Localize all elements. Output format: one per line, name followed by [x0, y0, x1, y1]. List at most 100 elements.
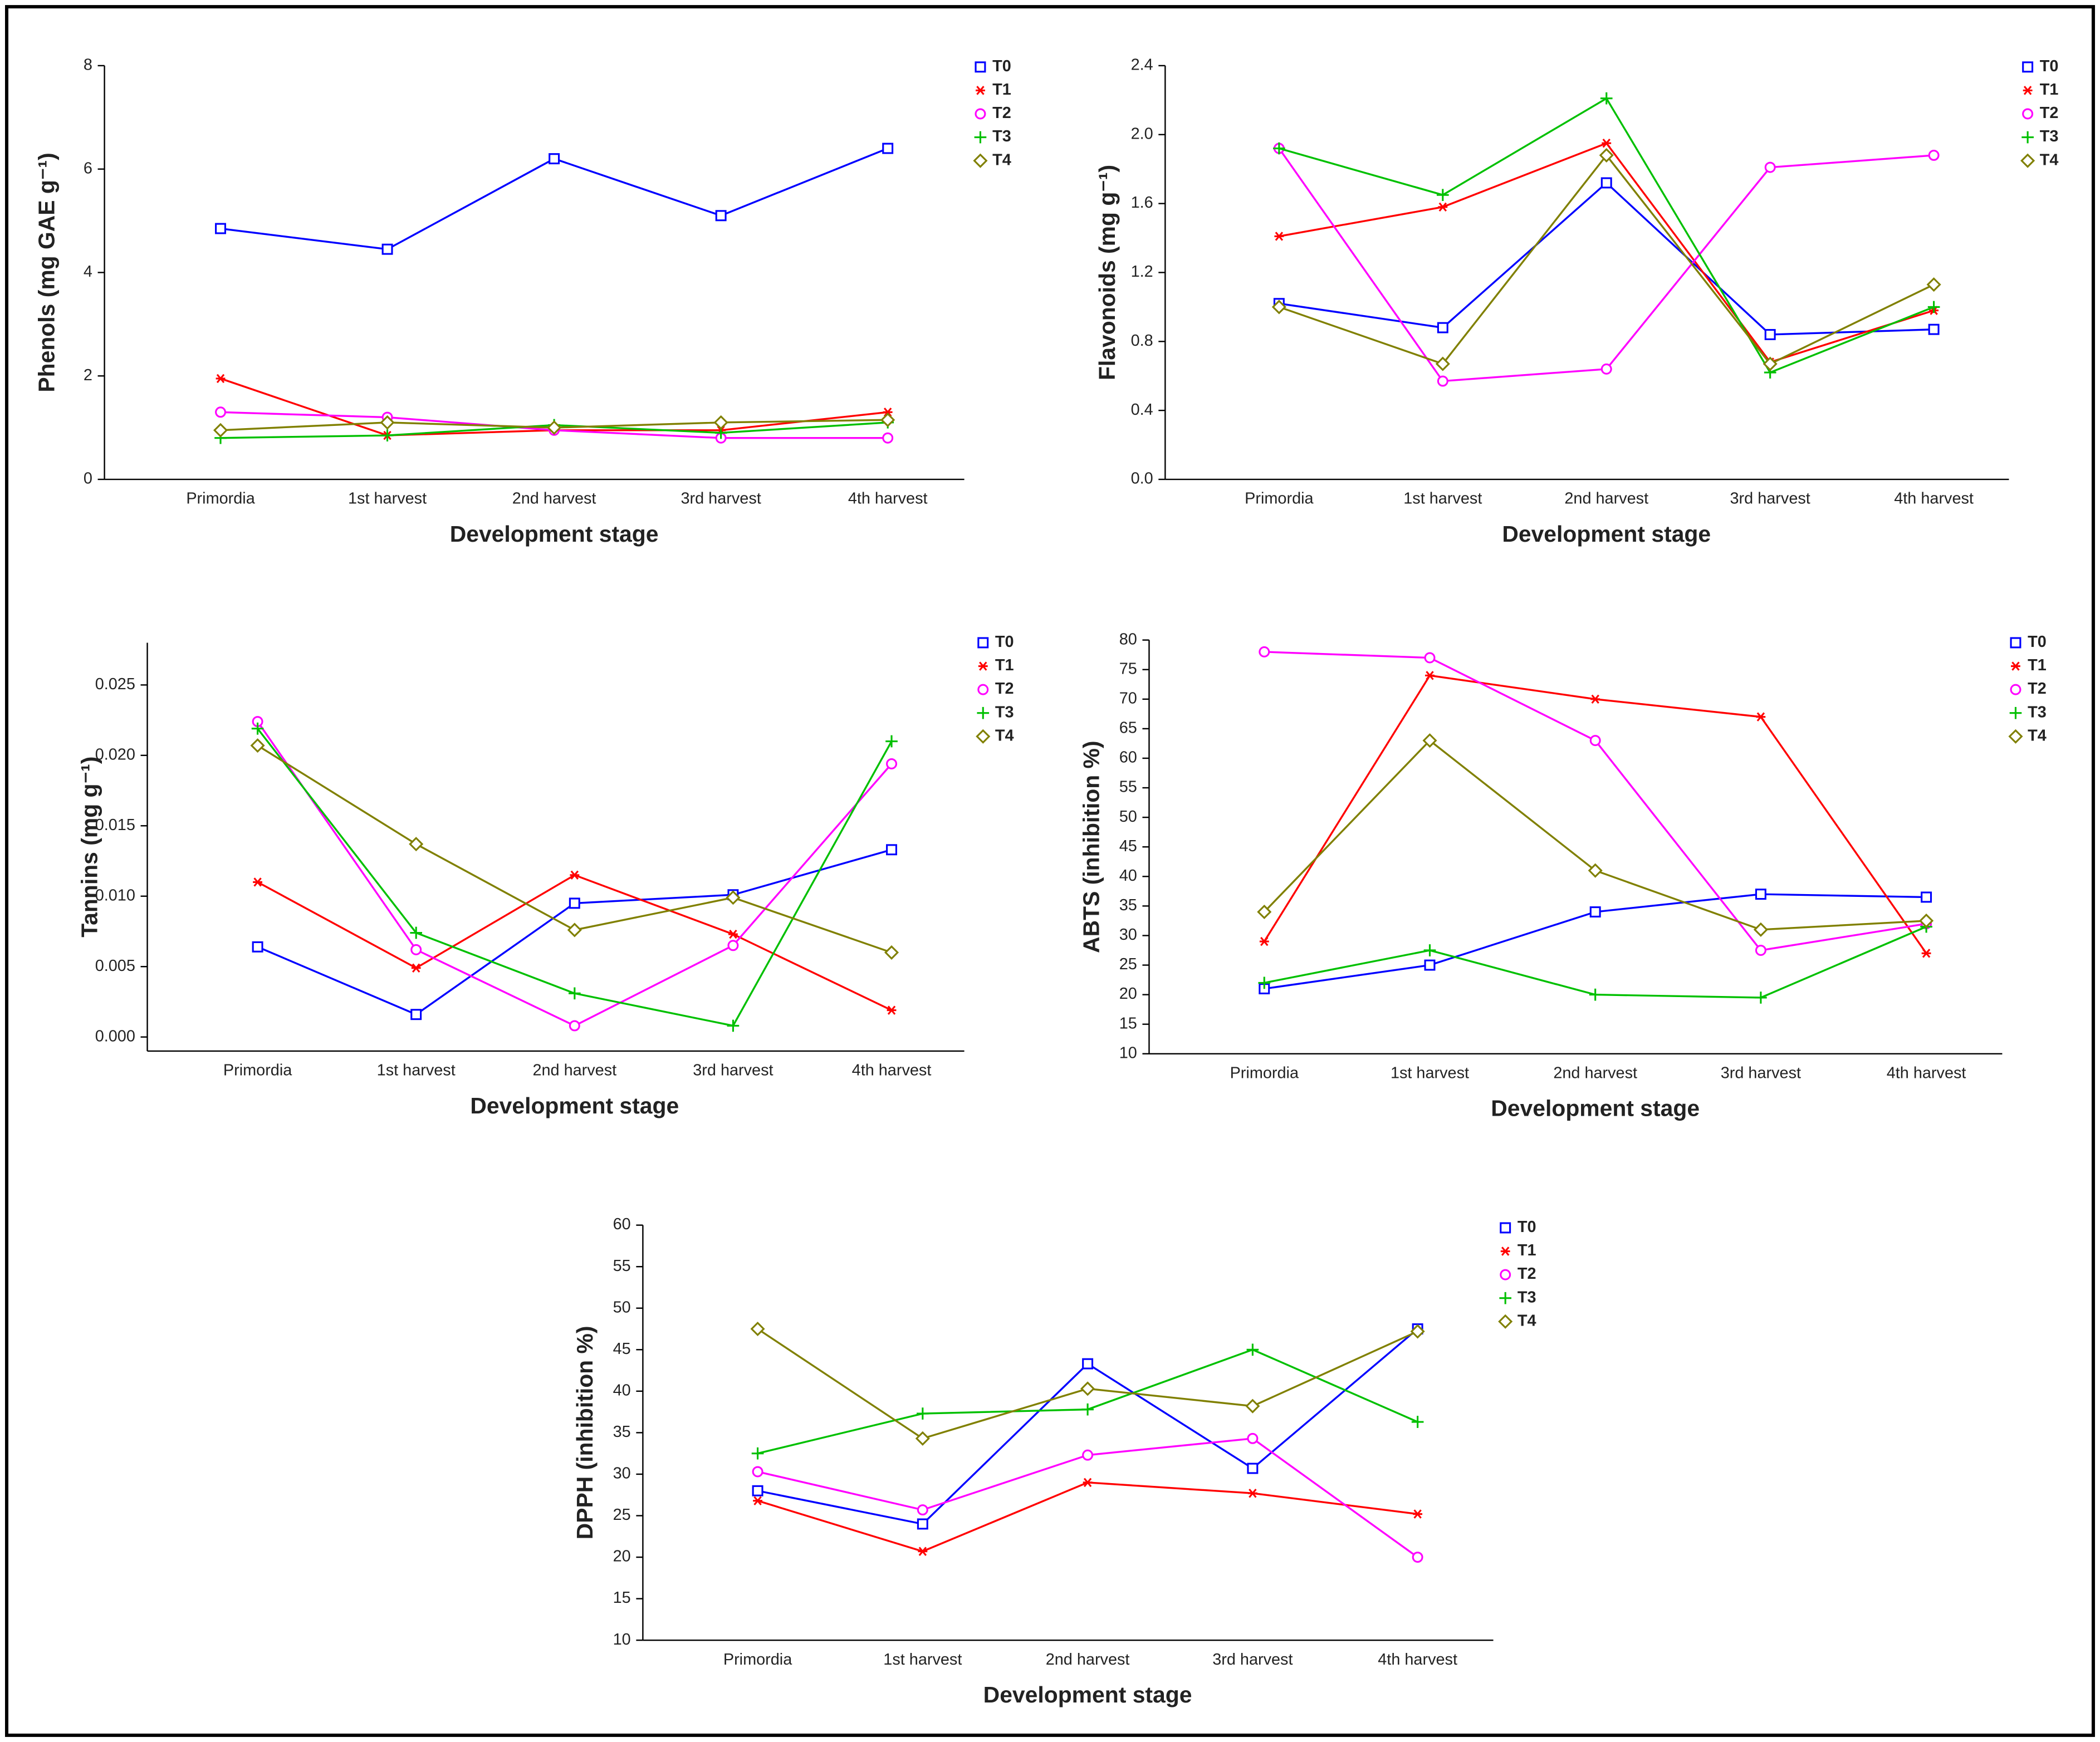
data-point — [568, 987, 581, 1000]
data-point — [1080, 1381, 1095, 1396]
y-tick-label: 40 — [1119, 867, 1137, 885]
legend-label: T4 — [995, 727, 1014, 744]
y-tick-label: 2.0 — [1131, 125, 1153, 143]
x-tick-label: 4th harvest — [1378, 1651, 1457, 1669]
data-point — [1259, 936, 1269, 946]
y-tick-label: 60 — [613, 1215, 631, 1233]
y-tick-label: 0.0 — [1131, 470, 1153, 488]
data-point — [1413, 1509, 1423, 1519]
data-point — [886, 758, 897, 769]
x-axis-title: Development stage — [1491, 1096, 1700, 1121]
data-point — [1589, 988, 1602, 1001]
legend-label: T3 — [992, 127, 1011, 145]
x-axis-title: Development stage — [470, 1093, 679, 1118]
legend-marker — [976, 729, 991, 744]
data-point — [1589, 906, 1601, 917]
y-tick-label: 45 — [1119, 837, 1137, 855]
legend-label: T2 — [2040, 104, 2059, 122]
x-tick-label: 1st harvest — [348, 490, 427, 508]
y-tick-label: 1.6 — [1131, 194, 1153, 212]
legend-marker — [1500, 1247, 1510, 1256]
legend-marker — [973, 153, 988, 168]
data-point — [727, 940, 739, 951]
y-axis-title: ABTS (inhibition %) — [1078, 740, 1104, 953]
data-point — [1258, 976, 1271, 989]
data-point — [569, 897, 580, 909]
legend-marker — [1499, 1292, 1512, 1304]
y-tick-label: 0.8 — [1131, 332, 1153, 350]
legend-marker — [977, 637, 989, 649]
y-tick-label: 35 — [613, 1423, 631, 1441]
y-tick-label: 1.2 — [1131, 263, 1153, 281]
x-tick-label: 1st harvest — [1391, 1064, 1469, 1082]
data-point — [726, 890, 741, 905]
y-tick-label: 15 — [613, 1589, 631, 1607]
data-point — [752, 1466, 763, 1478]
x-tick-label: 2nd harvest — [1046, 1651, 1130, 1669]
y-tick-label: 55 — [1119, 778, 1137, 796]
legend-marker — [975, 61, 986, 73]
legend-label: T2 — [995, 680, 1014, 698]
y-tick-label: 65 — [1119, 719, 1137, 737]
y-tick-label: 10 — [1119, 1044, 1137, 1062]
y-tick-label: 35 — [1119, 896, 1137, 914]
data-point — [1082, 1358, 1094, 1370]
data-point — [1921, 949, 1931, 958]
data-point — [886, 844, 897, 856]
data-point — [1247, 1463, 1259, 1474]
data-point — [411, 963, 421, 973]
x-tick-label: 4th harvest — [1894, 490, 1974, 508]
legend-marker — [2022, 61, 2034, 73]
data-point — [1246, 1343, 1259, 1356]
data-point — [213, 423, 228, 438]
x-tick-label: 2nd harvest — [1564, 490, 1648, 508]
data-point — [1412, 1552, 1423, 1563]
data-point — [1274, 232, 1284, 241]
data-point — [1422, 733, 1437, 748]
legend-marker — [2009, 706, 2022, 719]
legend-label: T2 — [1518, 1265, 1536, 1283]
x-tick-label: 2nd harvest — [512, 490, 596, 508]
data-point — [728, 929, 738, 939]
y-tick-label: 20 — [1119, 985, 1137, 1003]
data-point — [410, 926, 423, 939]
data-point — [1590, 694, 1600, 704]
x-axis-title: Development stage — [450, 521, 659, 547]
data-point — [1589, 735, 1601, 747]
x-tick-label: 4th harvest — [852, 1062, 932, 1079]
y-tick-label: 0.025 — [95, 675, 135, 693]
data-point — [917, 1407, 929, 1420]
legend-label: T1 — [2040, 81, 2059, 99]
y-tick-label: 15 — [1119, 1014, 1137, 1032]
data-point — [713, 415, 728, 430]
y-tick-label: 30 — [613, 1465, 631, 1483]
data-point — [917, 1504, 928, 1516]
data-point — [1763, 356, 1778, 371]
x-tick-label: Primordia — [723, 1651, 792, 1669]
data-point — [1425, 671, 1435, 680]
data-point — [887, 1005, 897, 1015]
x-tick-label: 1st harvest — [1403, 490, 1482, 508]
legend-marker — [2008, 729, 2023, 744]
y-axis-title: DPPH (inhibition %) — [572, 1326, 598, 1540]
data-point — [1410, 1324, 1425, 1339]
legend-marker — [977, 706, 990, 719]
data-point — [547, 420, 562, 435]
x-tick-label: 3rd harvest — [1212, 1651, 1293, 1669]
x-axis-title: Development stage — [983, 1682, 1192, 1707]
y-axis-title: Phenols (mg GAE g⁻¹) — [33, 153, 59, 392]
data-point — [215, 406, 227, 418]
data-point — [1755, 992, 1767, 1004]
data-point — [1438, 202, 1448, 212]
legend-label: T2 — [992, 104, 1011, 122]
x-tick-label: Primordia — [1245, 490, 1314, 508]
x-tick-label: Primordia — [1230, 1064, 1299, 1082]
x-tick-label: 3rd harvest — [693, 1062, 773, 1079]
data-point — [1764, 161, 1776, 173]
y-tick-label: 60 — [1119, 749, 1137, 767]
y-tick-label: 6 — [84, 159, 92, 177]
y-tick-label: 2.4 — [1131, 56, 1153, 74]
data-point — [1927, 301, 1940, 313]
x-axis-title: Development stage — [1502, 521, 1711, 547]
